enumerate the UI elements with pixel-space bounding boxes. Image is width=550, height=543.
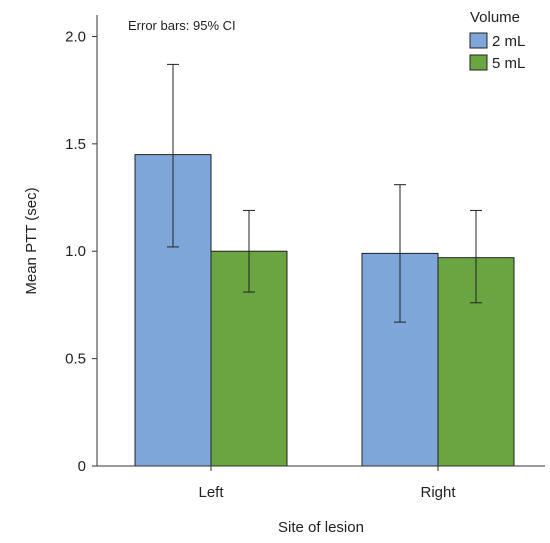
y-tick-label: 1.5: [65, 136, 86, 153]
error-bar: [167, 63, 179, 248]
axes: [96, 15, 545, 467]
error-bar: [243, 209, 255, 293]
legend: Volume 2 mL 5 mL: [469, 9, 525, 72]
legend-swatch: [469, 32, 488, 49]
legend-swatch: [469, 54, 488, 71]
x-tick-label: Right: [420, 484, 456, 501]
error-bar: [470, 209, 482, 304]
error-bar: [394, 184, 406, 323]
y-tick-label: 2.0: [65, 28, 86, 45]
legend-label: 2 mL: [492, 33, 525, 50]
x-axis-ticks: Left Right: [198, 466, 456, 501]
plot-area: [134, 154, 515, 467]
x-axis-title: Site of lesion: [278, 519, 364, 536]
y-tick-label: 0: [78, 458, 86, 475]
y-axis-title: Mean PTT (sec): [23, 187, 40, 294]
legend-title: Volume: [470, 9, 520, 26]
legend-label: 5 mL: [492, 55, 525, 72]
error-bars: [167, 63, 482, 323]
y-tick-label: 1.0: [65, 243, 86, 260]
x-tick-label: Left: [198, 484, 224, 501]
y-tick-label: 0.5: [65, 351, 86, 368]
y-axis-ticks: 0 0.5 1.0 1.5 2.0: [65, 28, 97, 475]
error-bar-note: Error bars: 95% CI: [128, 18, 236, 33]
